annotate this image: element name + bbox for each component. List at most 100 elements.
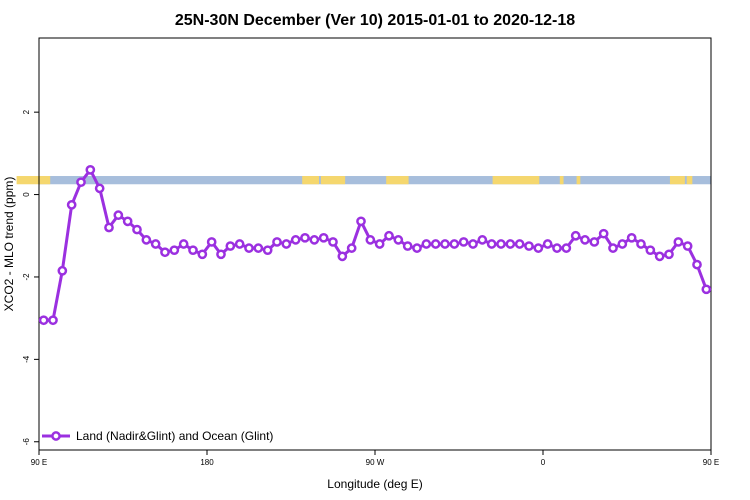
y-tick-label: -2 — [22, 273, 31, 281]
data-point — [664, 249, 674, 260]
surface-band — [16, 176, 711, 185]
data-point — [570, 230, 581, 241]
x-tick-label: 90 E — [703, 458, 719, 467]
land-span — [16, 176, 51, 185]
data-point — [654, 251, 665, 262]
data-point — [318, 232, 329, 243]
data-point — [496, 239, 506, 249]
data-point — [104, 222, 114, 233]
data-point — [244, 243, 254, 253]
legend: Land (Nadir&Glint) and Ocean (Glint) — [42, 429, 273, 443]
data-point — [412, 243, 422, 253]
data-point — [48, 315, 58, 326]
data-point — [673, 237, 684, 247]
data-point — [216, 249, 226, 260]
land-span — [492, 176, 540, 185]
data-point — [617, 239, 628, 249]
data-point — [38, 315, 49, 326]
axes: 90 E 180 90 W 0 90 E -6 -4 -2 0 2 — [22, 109, 719, 467]
data-point — [234, 239, 245, 249]
data-point — [122, 216, 133, 227]
data-point — [589, 237, 600, 247]
data-point — [608, 243, 618, 253]
data-point — [272, 237, 282, 247]
data-point — [281, 239, 292, 249]
data-point — [225, 241, 236, 251]
y-tick-label: 0 — [22, 192, 31, 197]
y-axis-label: XCO2 - MLO trend (ppm) — [2, 177, 16, 312]
data-point — [430, 239, 441, 249]
data-point — [402, 241, 413, 251]
x-tick-label: 0 — [541, 458, 546, 467]
land-span — [686, 176, 693, 185]
data-point — [598, 228, 609, 239]
land-span — [669, 176, 685, 185]
y-tick-label: 2 — [22, 109, 31, 114]
data-point — [328, 237, 338, 247]
data-point — [57, 265, 68, 276]
data-point — [505, 239, 516, 249]
x-axis-label: Longitude (deg E) — [327, 477, 422, 491]
data-point — [421, 239, 432, 249]
ocean-band — [39, 176, 711, 185]
data-point — [356, 216, 366, 227]
data-point — [552, 243, 562, 253]
data-point — [468, 239, 478, 249]
data-point — [701, 284, 712, 295]
data-point — [514, 239, 525, 249]
y-tick-label: -6 — [22, 438, 31, 446]
data-point — [440, 239, 450, 249]
land-span — [320, 176, 346, 185]
data-point — [374, 239, 385, 249]
data-point — [113, 210, 124, 221]
data-point — [542, 239, 553, 249]
data-point — [141, 235, 152, 245]
y-tick-label: -4 — [22, 355, 31, 363]
legend-marker — [51, 431, 61, 441]
data-point — [150, 239, 161, 249]
x-tick-label: 90 E — [31, 458, 47, 467]
data-point — [66, 200, 77, 210]
data-point — [132, 224, 142, 235]
data-point — [636, 239, 646, 249]
data-point — [682, 241, 693, 251]
x-tick-label: 90 W — [366, 458, 385, 467]
land-span — [576, 176, 581, 185]
land-span — [559, 176, 564, 185]
data-point — [524, 241, 534, 251]
data-point — [458, 237, 469, 247]
legend-label: Land (Nadir&Glint) and Ocean (Glint) — [76, 429, 273, 443]
data-point — [290, 235, 301, 245]
data-point — [533, 243, 544, 253]
land-span — [302, 176, 319, 185]
data-point — [365, 235, 376, 245]
data-point — [384, 230, 394, 241]
data-point — [626, 232, 637, 243]
data-point — [580, 235, 590, 245]
data-point — [300, 232, 310, 243]
series — [38, 164, 712, 326]
data-point — [393, 235, 404, 245]
data-point — [188, 245, 198, 256]
data-point — [645, 245, 656, 256]
data-point — [169, 245, 180, 256]
data-point — [253, 243, 264, 253]
data-point — [178, 239, 189, 249]
data-point — [449, 239, 460, 249]
data-point — [262, 245, 273, 256]
data-point — [692, 259, 702, 270]
land-span — [386, 176, 409, 185]
data-point — [197, 249, 208, 260]
data-point — [85, 164, 96, 175]
data-point — [337, 251, 348, 262]
data-point — [346, 243, 357, 253]
data-point — [94, 183, 105, 194]
data-point — [76, 177, 86, 188]
data-point — [206, 237, 217, 247]
data-point — [561, 243, 572, 253]
data-point — [160, 247, 170, 258]
x-tick-label: 180 — [200, 458, 214, 467]
data-point — [477, 235, 488, 245]
data-point — [486, 239, 497, 249]
